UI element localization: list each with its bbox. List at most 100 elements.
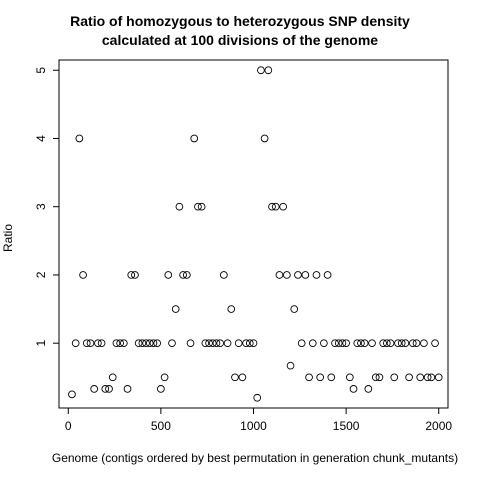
data-point (245, 339, 254, 348)
data-point (220, 271, 228, 279)
data-point (205, 339, 213, 348)
x-axis: 0 500 1000 1500 2000 (65, 408, 452, 433)
data-point (316, 373, 325, 382)
data-point (345, 373, 354, 382)
data-point (131, 271, 139, 279)
data-point (223, 339, 232, 348)
data-point (142, 339, 150, 348)
data-point (290, 305, 299, 313)
data-point (238, 373, 247, 382)
data-point (90, 385, 99, 393)
data-point (186, 339, 195, 348)
data-point (105, 385, 113, 393)
data-point (75, 134, 84, 143)
chart-subtitle: calculated at 100 divisions of the genom… (102, 32, 378, 48)
data-point (342, 339, 350, 348)
data-point (434, 373, 443, 382)
data-point (338, 339, 347, 348)
data-point (182, 271, 191, 279)
data-point (423, 373, 432, 382)
x-tick-label: 500 (151, 419, 171, 433)
x-axis-label: Genome (contigs ordered by best permutat… (52, 451, 458, 465)
data-point (168, 339, 176, 348)
data-point (383, 339, 391, 348)
data-point (127, 271, 136, 279)
y-tick-label: 3 (34, 203, 48, 210)
data-point (312, 271, 321, 279)
data-point (145, 339, 154, 348)
data-point (160, 373, 169, 382)
data-point (179, 271, 187, 279)
data-point (86, 339, 95, 348)
y-tick-label: 1 (34, 340, 48, 347)
data-point (164, 271, 173, 279)
data-point (368, 339, 376, 348)
data-point (431, 339, 439, 348)
data-point (138, 339, 147, 348)
data-point (71, 339, 80, 348)
data-point (82, 339, 91, 348)
data-point (427, 373, 436, 382)
data-point (123, 385, 132, 393)
data-point (323, 271, 332, 279)
data-point (149, 339, 158, 348)
data-point (408, 339, 417, 348)
data-point (394, 339, 402, 348)
data-point (320, 339, 328, 348)
data-point (157, 385, 165, 393)
data-point (331, 339, 339, 348)
data-point (286, 361, 295, 370)
data-point (97, 339, 106, 348)
data-point (308, 339, 317, 348)
data-point (216, 339, 225, 348)
x-tick-label: 1500 (333, 419, 360, 433)
data-point (212, 339, 221, 348)
x-tick-label: 0 (65, 419, 72, 433)
data-point (275, 271, 284, 279)
data-point (242, 339, 250, 348)
data-point (279, 202, 287, 211)
data-point (197, 202, 206, 211)
data-point (412, 339, 421, 348)
data-point (420, 339, 428, 348)
data-point (268, 202, 276, 211)
data-point (112, 339, 121, 348)
data-point (253, 393, 262, 402)
data-point (416, 373, 425, 382)
data-point (364, 385, 373, 393)
data-point (79, 271, 87, 279)
data-point (231, 373, 239, 382)
data-point (282, 271, 291, 279)
data-point (68, 390, 76, 399)
data-point (353, 339, 362, 348)
x-tick-label: 1000 (240, 419, 267, 433)
y-tick-label: 2 (34, 271, 48, 278)
data-point (194, 202, 202, 211)
data-point (405, 373, 413, 382)
data-point (401, 339, 410, 348)
data-point (264, 66, 273, 75)
data-point (249, 339, 258, 348)
data-point (375, 373, 384, 382)
data-point (108, 373, 117, 382)
data-point (357, 339, 365, 348)
data-point (234, 339, 243, 348)
data-point (227, 305, 236, 313)
data-point (390, 373, 399, 382)
data-point (360, 339, 369, 348)
data-point (271, 202, 280, 211)
data-point (175, 202, 184, 211)
data-point (379, 339, 388, 348)
y-tick-label: 4 (34, 135, 48, 142)
data-point (201, 339, 210, 348)
y-axis-label: Ratio (1, 224, 15, 252)
data-point (153, 339, 162, 348)
data-point (171, 305, 180, 313)
y-tick-label: 5 (34, 67, 48, 74)
data-point (386, 339, 395, 348)
y-axis: 1 2 3 4 5 (34, 67, 59, 347)
data-point (371, 373, 380, 382)
data-point (294, 271, 302, 279)
chart-title: Ratio of homozygous to heterozygous SNP … (70, 13, 410, 29)
